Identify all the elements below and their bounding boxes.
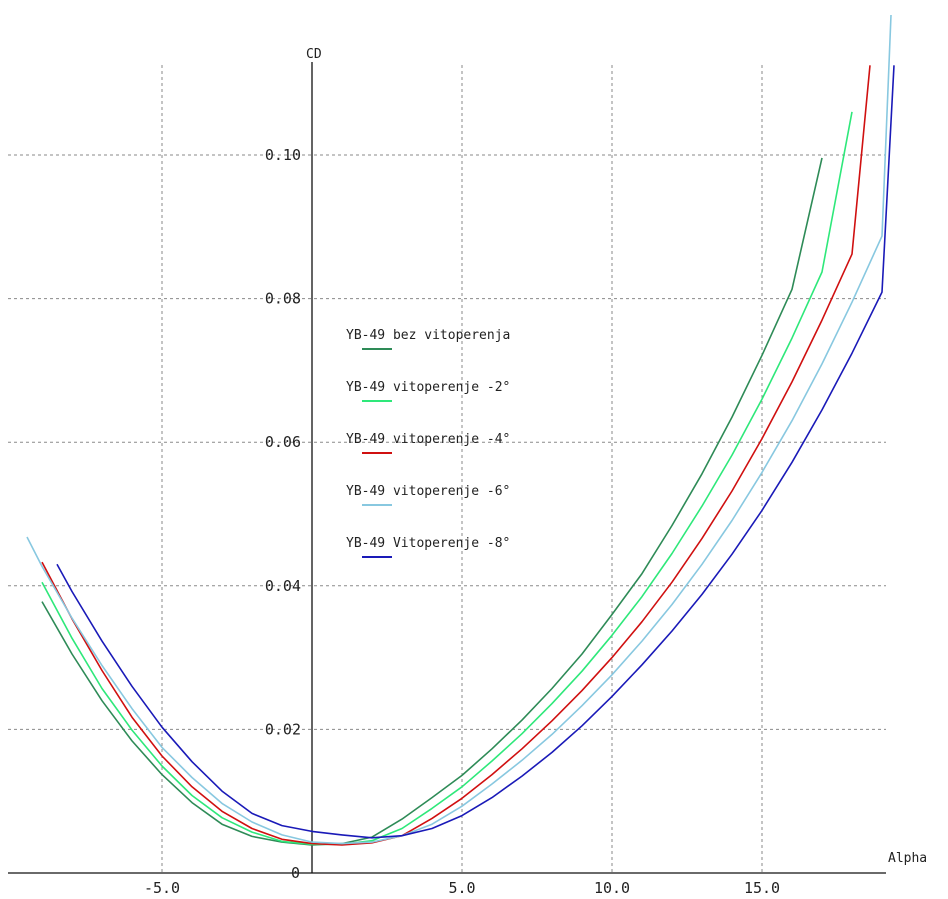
axes: Alpha CD 0 [8, 47, 927, 882]
x-tick-label: 5.0 [448, 879, 475, 897]
legend-label-1: YB-49 bez vitoperenja [346, 328, 510, 343]
legend-label-5: YB-49 Vitoperenje -8° [346, 536, 510, 551]
y-axis-title: CD [306, 47, 322, 62]
series-line-5 [56, 65, 895, 839]
y-tick-label: 0.08 [265, 290, 301, 308]
y-tick-label: 0.04 [265, 577, 301, 595]
series-line-1 [41, 157, 823, 846]
series-line-4 [26, 14, 892, 845]
legend-label-3: YB-49 vitoperenje -4° [346, 432, 510, 447]
y-tick-label: 0.02 [265, 720, 301, 738]
legend-label-2: YB-49 vitoperenje -2° [346, 380, 510, 395]
x-tick-label: 10.0 [594, 879, 630, 897]
series-curves [26, 14, 895, 846]
legend: YB-49 bez vitoperenja YB-49 vitoperenje -… [346, 328, 510, 558]
origin-label: 0 [291, 864, 300, 882]
tick-labels: -5.0 5.0 10.0 15.0 0.02 0.04 0.06 0.08 0.10 [144, 146, 780, 897]
series-line-3 [41, 65, 871, 846]
series-line-2 [41, 111, 853, 846]
x-tick-label: 15.0 [744, 879, 780, 897]
grid-lines [8, 65, 886, 873]
legend-label-4: YB-49 vitoperenje -6° [346, 484, 510, 499]
x-axis-title: Alpha [888, 851, 927, 866]
x-tick-label: -5.0 [144, 879, 180, 897]
y-tick-label: 0.06 [265, 433, 301, 451]
y-tick-label: 0.10 [265, 146, 301, 164]
